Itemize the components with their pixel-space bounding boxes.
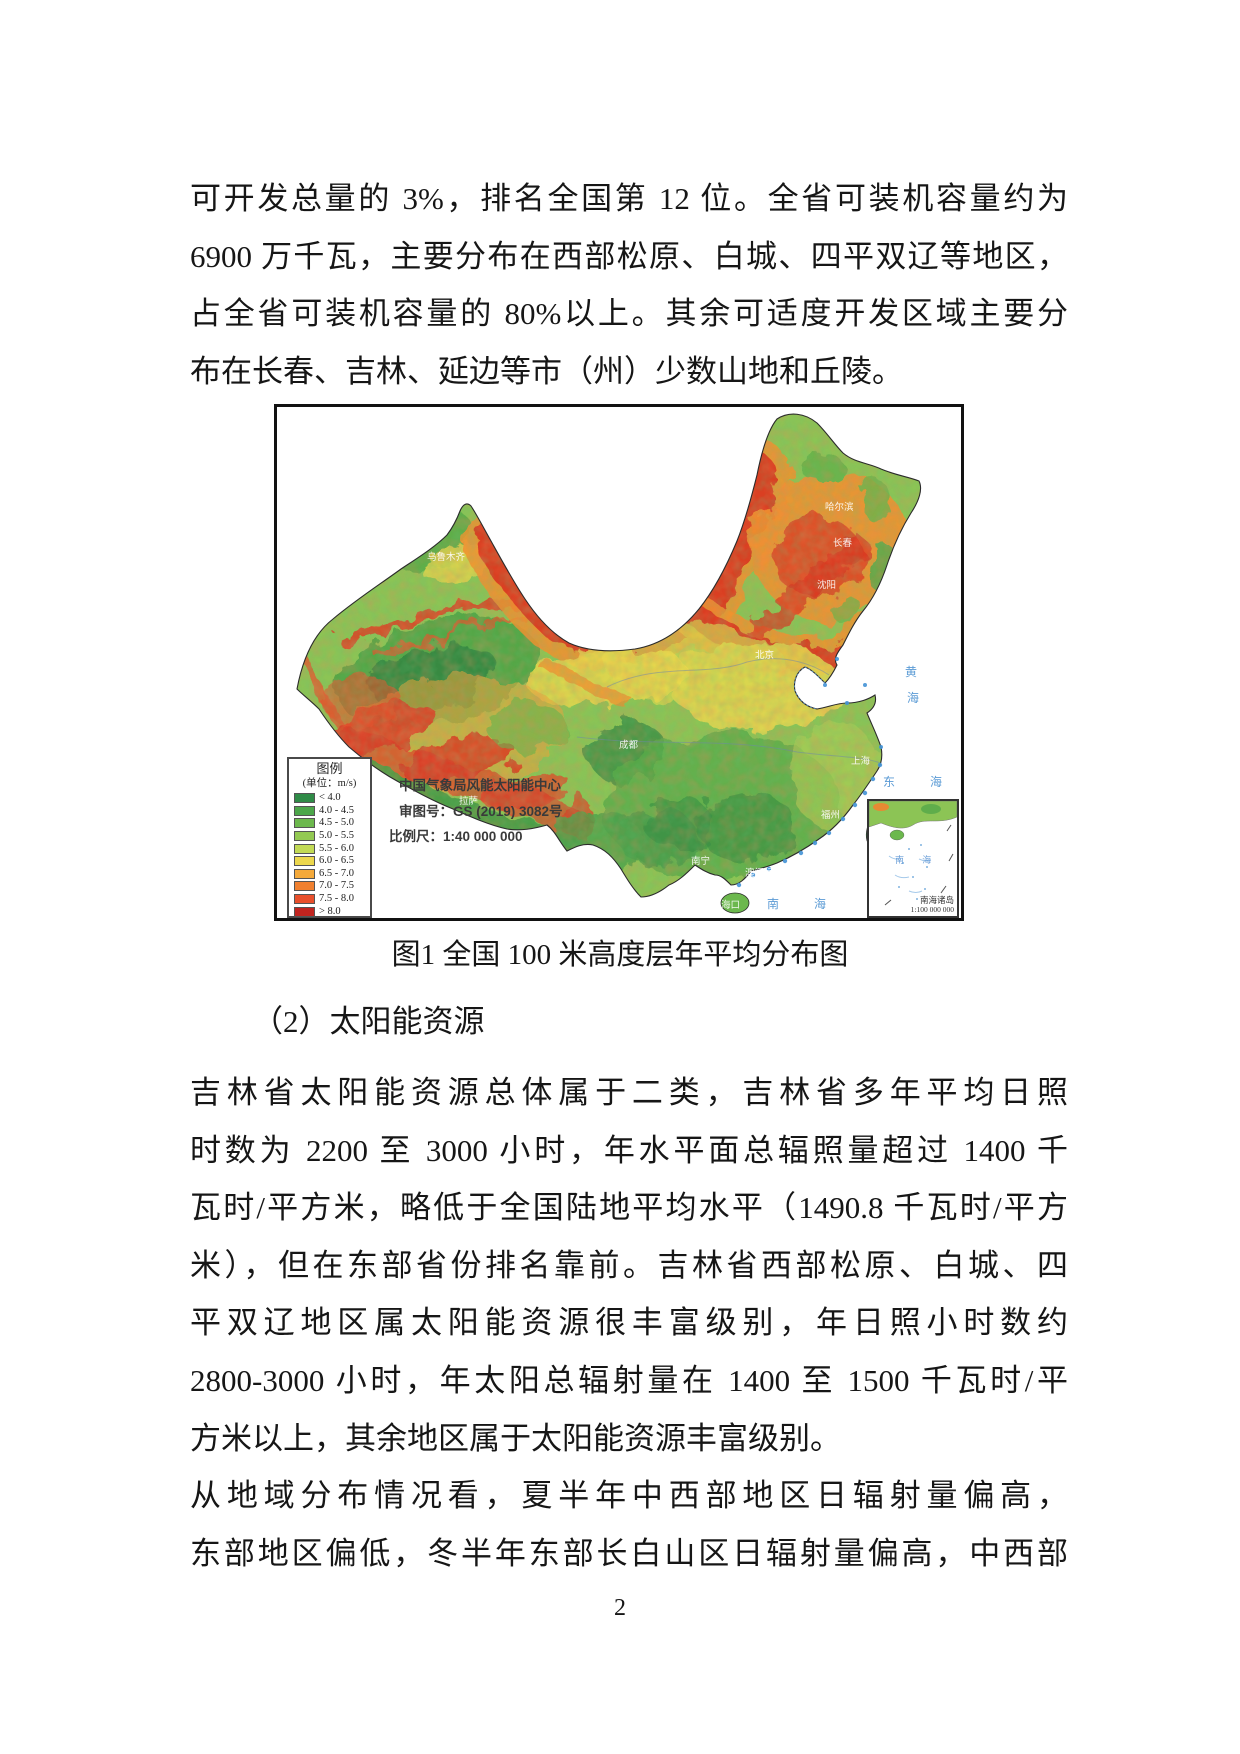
legend-range-label: 5.5 - 6.0	[319, 842, 354, 854]
legend-swatch	[294, 805, 315, 816]
sea-label: 海	[907, 691, 936, 705]
inset-islands-label: 南海诸岛	[919, 895, 954, 905]
paragraph-regional-distribution: 从地域分布情况看，夏半年中西部地区日辐射量偏高， 东部地区偏低，冬半年东部长白山区…	[190, 1467, 1068, 1582]
city-label: 海口	[721, 900, 741, 911]
legend-range-label: 4.0 - 4.5	[319, 804, 354, 816]
legend-row: 5.0 - 5.5	[289, 830, 370, 843]
text-line: 从地域分布情况看，夏半年中西部地区日辐射量偏高，	[190, 1478, 1068, 1513]
inset-caption: 南海诸岛 1:100 000 000	[910, 895, 954, 915]
inset-map-svg	[868, 800, 958, 906]
sea-label: 南 海	[767, 897, 843, 911]
text-line: 占全省可装机容量的 80%以上。其余可适度开发区域主要分	[190, 296, 1068, 332]
legend-row: 7.0 - 7.5	[289, 880, 370, 893]
text-line: 吉林省太阳能资源总体属于二类，吉林省多年平均日照	[190, 1075, 1068, 1110]
legend-range-label: 5.0 - 5.5	[319, 830, 354, 842]
sea-label: 东 海	[883, 775, 959, 789]
city-label: 哈尔滨	[825, 502, 854, 513]
text-line: 平双辽地区属太阳能资源很丰富级别，年日照小时数约	[190, 1305, 1068, 1341]
city-label: 北京	[755, 650, 775, 661]
city-label: 澳门 香港	[745, 868, 786, 879]
legend-range-label: 4.5 - 5.0	[319, 817, 354, 829]
legend-swatch	[294, 868, 315, 879]
legend-title: 图例	[316, 761, 343, 776]
legend-range-label: 7.0 - 7.5	[319, 880, 354, 892]
legend-row: 7.5 - 8.0	[289, 893, 370, 906]
text-line: 时数为 2200 至 3000 小时，年水平面总辐照量超过 1400 千	[190, 1132, 1068, 1168]
city-label: 长春	[833, 538, 853, 549]
legend-row: 6.5 - 7.0	[289, 868, 370, 881]
figure-caption: 图1 全国 100 米高度层年平均分布图	[391, 939, 849, 971]
legend-swatch	[294, 793, 315, 804]
text-line: 6900 万千瓦，主要分布在西部松原、白城、四平双辽等地区，	[190, 238, 1068, 274]
sea-label: 黄	[905, 665, 934, 679]
legend-row: < 4.0	[289, 792, 370, 805]
city-label: 南宁	[691, 856, 711, 867]
city-label: 沈阳	[817, 580, 837, 591]
legend-row: > 8.0	[289, 905, 370, 918]
inset-scale-label: 1:100 000 000	[910, 905, 954, 914]
paragraph-solar-resource: 吉林省太阳能资源总体属于二类，吉林省多年平均日照 时数为 2200 至 3000 …	[190, 1064, 1068, 1467]
legend-swatch	[294, 843, 315, 854]
map-legend: 图例 (单位：m/s) < 4.0 4.0 - 4.5	[287, 757, 372, 918]
legend-range-label: < 4.0	[319, 792, 341, 804]
legend-row: 6.0 - 6.5	[289, 855, 370, 868]
city-label: 福州	[821, 810, 841, 821]
city-label: 乌鲁木齐	[427, 552, 466, 563]
legend-range-label: > 8.0	[319, 905, 341, 917]
legend-swatch	[294, 881, 315, 892]
legend-swatch	[294, 906, 315, 917]
legend-items: < 4.0 4.0 - 4.5 4.5 - 5.0 5.0 -	[289, 792, 370, 918]
attribution-line: 中国气象局风能太阳能中心	[399, 778, 561, 793]
legend-row: 4.0 - 4.5	[289, 805, 370, 818]
page-number: 2	[614, 1595, 626, 1621]
text-line: 瓦时/平方米，略低于全国陆地平均水平（1490.8 千瓦时/平方	[190, 1190, 1068, 1226]
attribution-line: 审图号：GS (2019) 3082号	[399, 803, 563, 819]
legend-unit: (单位：m/s)	[302, 778, 357, 789]
attribution-line: 比例尺：1:40 000 000	[389, 829, 523, 844]
legend-row: 5.5 - 6.0	[289, 842, 370, 855]
text-line: 方米以上，其余地区属于太阳能资源丰富级别。	[190, 1420, 841, 1456]
inset-sea-label: 南 海	[895, 855, 940, 865]
china-map-svg	[296, 413, 922, 914]
legend-range-label: 6.5 - 7.0	[319, 867, 354, 879]
legend-range-label: 7.5 - 8.0	[319, 893, 354, 905]
paragraph-wind-capacity: 可开发总量的 3%，排名全国第 12 位。全省可装机容量约为 6900 万千瓦，主…	[190, 170, 1068, 400]
text-line: 东部地区偏低，冬半年东部长白山区日辐射量偏高，中西部	[190, 1535, 1068, 1571]
legend-swatch	[294, 856, 315, 867]
section-heading-solar: （2）太阳能资源	[252, 1004, 485, 1039]
legend-swatch	[294, 831, 315, 842]
coastal-blue-dots	[736, 657, 883, 888]
legend-swatch	[294, 818, 315, 829]
text-line: 米），但在东部省份排名靠前。吉林省西部松原、白城、四	[190, 1247, 1068, 1283]
text-line: 可开发总量的 3%，排名全国第 12 位。全省可装机容量约为	[190, 181, 1068, 216]
map-attribution: 中国气象局风能太阳能中心 审图号：GS (2019) 3082号比例尺：1:40 …	[389, 773, 563, 850]
city-label: 上海	[851, 756, 871, 767]
legend-row: 4.5 - 5.0	[289, 817, 370, 830]
legend-swatch	[294, 894, 315, 905]
china-wind-map-figure: 图例 (单位：m/s) < 4.0 4.0 - 4.5	[274, 404, 964, 921]
text-line: 2800-3000 小时，年太阳总辐射量在 1400 至 1500 千瓦时/平	[190, 1362, 1068, 1398]
legend-range-label: 6.0 - 6.5	[319, 855, 354, 867]
south-china-sea-inset: 南 海 南海诸岛 1:100 000 000	[867, 799, 959, 918]
wind-speed-raster	[297, 414, 921, 898]
city-label: 成都	[619, 740, 639, 751]
text-line: 布在长春、吉林、延边等市（州）少数山地和丘陵。	[190, 353, 903, 389]
city-label: 拉萨	[459, 796, 479, 807]
